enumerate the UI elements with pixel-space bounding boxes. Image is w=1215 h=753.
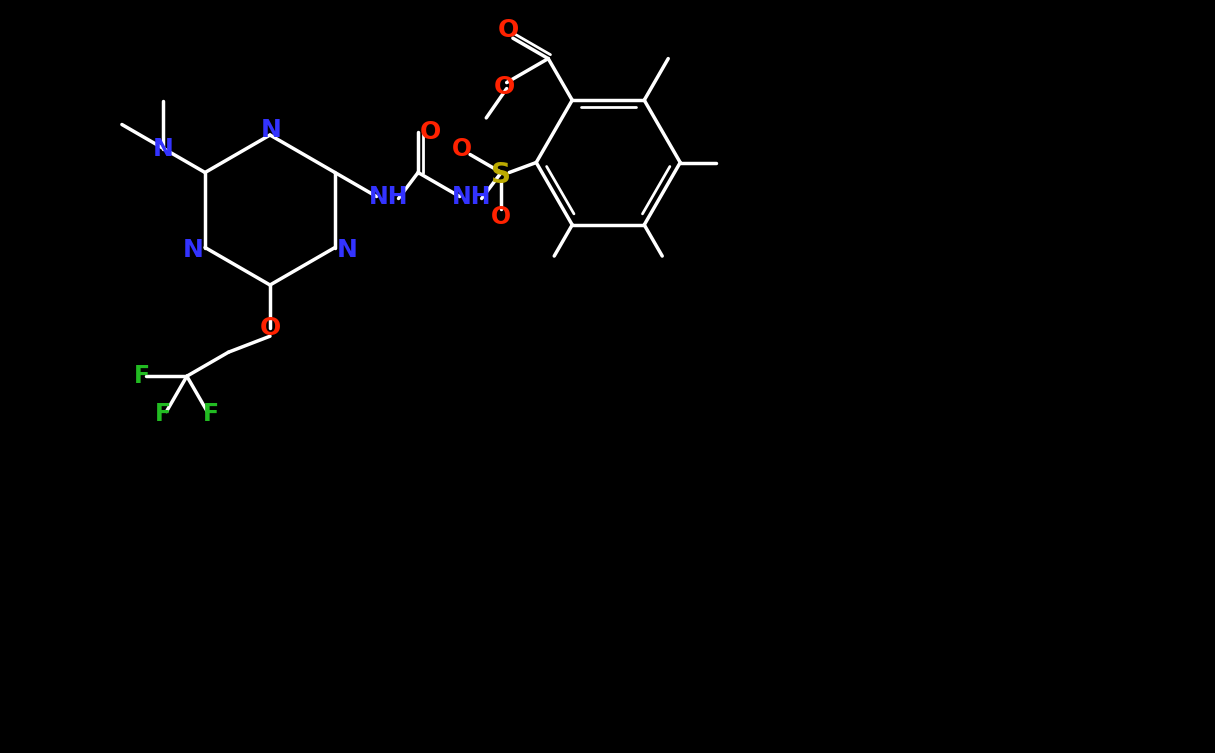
Text: N: N [260,118,282,142]
Text: O: O [497,18,519,42]
Text: F: F [203,401,220,425]
Text: F: F [154,401,170,425]
Text: O: O [491,205,512,228]
Text: O: O [495,75,515,99]
Text: NH: NH [452,184,491,209]
Text: O: O [259,316,281,340]
Text: NH: NH [369,184,408,209]
Text: F: F [134,364,151,389]
Text: N: N [337,237,357,261]
Text: N: N [182,237,203,261]
Text: S: S [491,160,512,188]
Text: N: N [153,136,174,160]
Text: O: O [452,136,473,160]
Text: O: O [419,120,441,144]
